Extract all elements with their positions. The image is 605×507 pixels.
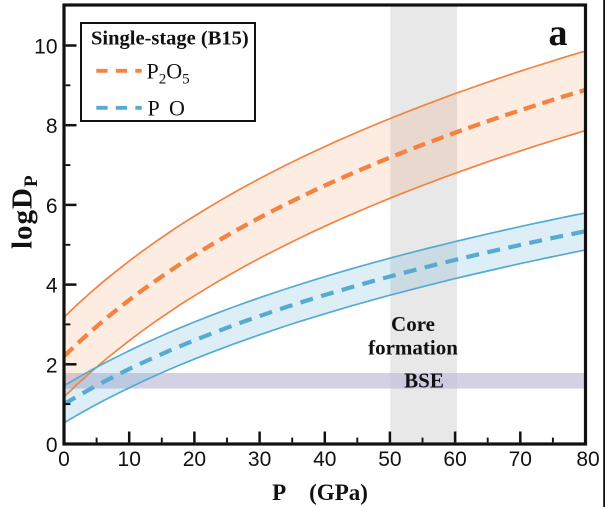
svg-text:30: 30 <box>248 448 271 471</box>
svg-text:10: 10 <box>34 36 57 59</box>
svg-text:0: 0 <box>58 448 70 471</box>
svg-text:20: 20 <box>183 448 206 471</box>
svg-text:10: 10 <box>118 448 141 471</box>
svg-text:2: 2 <box>46 354 58 377</box>
svg-text:P (GPa): P (GPa) <box>272 480 368 505</box>
svg-text:formation: formation <box>368 336 458 360</box>
svg-text:8: 8 <box>46 115 58 138</box>
svg-text:6: 6 <box>46 195 58 218</box>
svg-text:a: a <box>549 12 568 54</box>
svg-text:50: 50 <box>378 448 401 471</box>
svg-text:60: 60 <box>443 448 466 471</box>
svg-text:Single-stage (B15): Single-stage (B15) <box>91 28 249 50</box>
svg-text:4: 4 <box>46 275 58 298</box>
svg-text:40: 40 <box>313 448 336 471</box>
svg-text:0: 0 <box>46 434 58 457</box>
svg-text:Core: Core <box>391 312 435 336</box>
svg-text:70: 70 <box>509 448 532 471</box>
svg-text:P2O5: P2O5 <box>147 59 190 88</box>
svg-text:80: 80 <box>576 448 599 471</box>
svg-text:BSE: BSE <box>404 369 444 393</box>
